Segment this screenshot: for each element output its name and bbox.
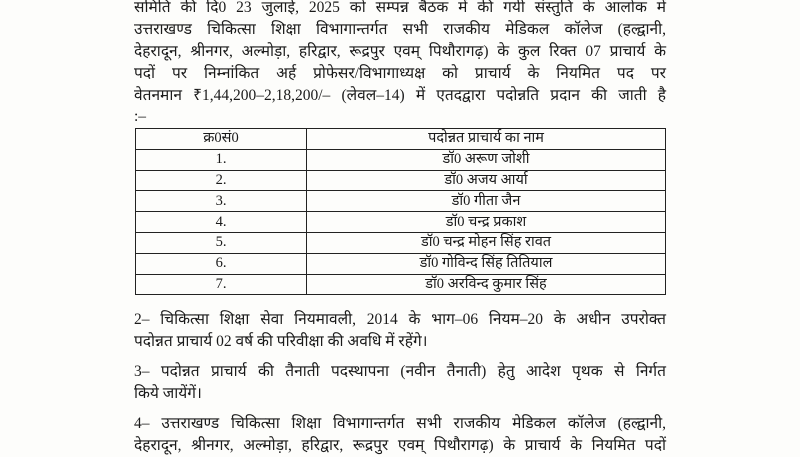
cell-serial: 2. [135,169,307,192]
cell-name: डॉ0 अरूण जोशी [306,148,666,171]
text-line: पदोन्नत प्राचार्य 02 वर्ष की परिवीक्षा क… [134,333,428,350]
text-line: वेतनमान ₹1,44,200–2,18,200/– (लेवल–14) म… [134,87,666,104]
header-name: पदोन्नत प्राचार्य का नाम [306,128,666,150]
text-line: उत्तराखण्ड चिकित्सा शिक्षा विभागान्तर्गत… [134,21,666,38]
table-row: 3. डॉ0 गीता जैन [135,190,666,213]
cell-name: डॉ0 अरविन्द कुमार सिंह [306,273,666,296]
cell-serial: 6. [135,252,307,275]
text-line: किये जायेंगें। [134,385,202,402]
text-line: 2– चिकित्सा शिक्षा सेवा नियमावली, 2014 क… [134,311,666,328]
cell-name: डॉ0 चन्द्र मोहन सिंह रावत [306,231,666,254]
text-line: देहरादून, श्रीनगर, अल्मोड़ा, हरिद्वार, र… [134,437,666,454]
text-line: 4– उत्तराखण्ड चिकित्सा शिक्षा विभागान्तर… [134,415,666,432]
header-serial: क्र0सं0 [135,128,307,150]
cell-name: डॉ0 गीता जैन [306,190,666,213]
text-line: पदों पर निम्नांकित अर्ह प्रोफेसर/विभागाध… [134,65,666,82]
text-line: समिति की दि0 23 जुलाई, 2025 को सम्पन्न ब… [134,0,666,16]
table-row: 2. डॉ0 अजय आर्या [135,169,666,192]
table-header-row: क्र0सं0 पदोन्नत प्राचार्य का नाम [135,128,666,150]
cell-name: डॉ0 अजय आर्या [306,169,666,192]
cell-serial: 7. [135,273,307,296]
text-line: देहरादून, श्रीनगर, अल्मोड़ा, हरिद्वार, र… [134,43,666,60]
table-row: 4. डॉ0 चन्द्र प्रकाश [135,211,666,233]
table-row: 6. डॉ0 गोविन्द सिंह तितियाल [135,252,666,275]
cell-serial: 1. [135,148,307,171]
table-row: 1. डॉ0 अरूण जोशी [135,148,666,171]
text-line: :– [134,108,147,125]
cell-name: डॉ0 चन्द्र प्रकाश [306,211,666,233]
cell-name: डॉ0 गोविन्द सिंह तितियाल [306,252,666,275]
text-line: 3– पदोन्नत प्राचार्य की तैनाती पदस्थापना… [134,363,666,380]
cell-serial: 4. [135,211,307,233]
promotion-table: क्र0सं0 पदोन्नत प्राचार्य का नाम 1. डॉ0 अ… [135,128,666,296]
table-row: 7. डॉ0 अरविन्द कुमार सिंह [135,273,666,296]
cell-serial: 3. [135,190,307,213]
cell-serial: 5. [135,231,307,254]
table-row: 5. डॉ0 चन्द्र मोहन सिंह रावत [135,231,666,254]
